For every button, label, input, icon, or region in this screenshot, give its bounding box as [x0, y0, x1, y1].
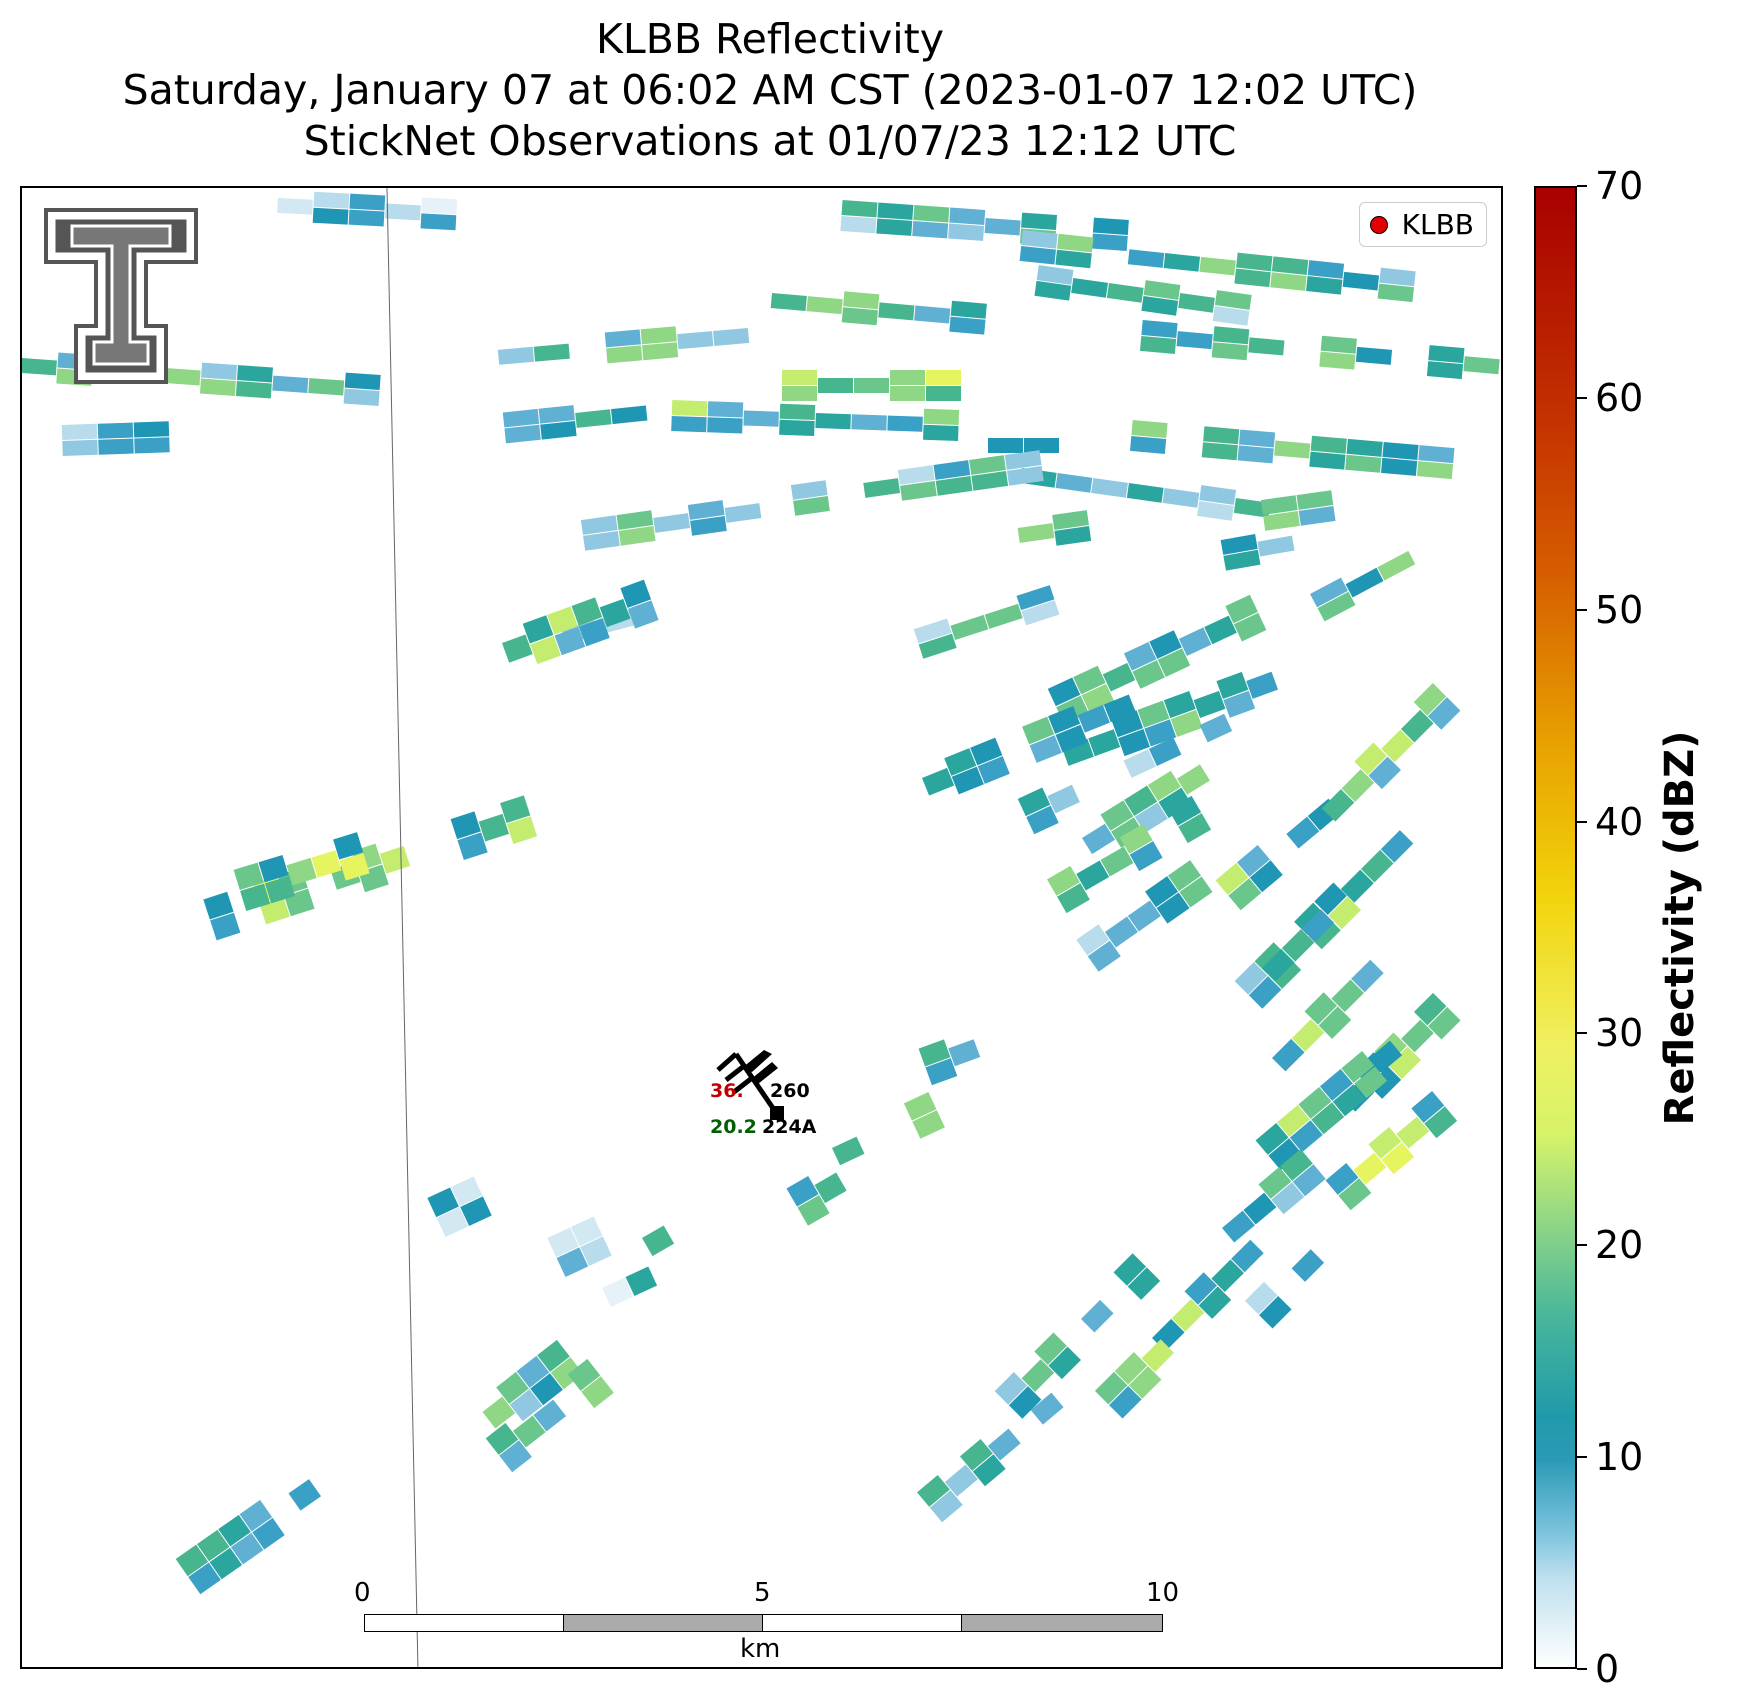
- scale-unit: km: [740, 1634, 781, 1664]
- texas-tech-double-t-logo: [44, 208, 198, 384]
- radar-map[interactable]: KLBB 36. 260 20.2 224A 0 5 10 km: [20, 186, 1503, 1669]
- scale-label-5: 5: [754, 1578, 771, 1608]
- title-line-2: Saturday, January 07 at 06:02 AM CST (20…: [122, 66, 1418, 114]
- colorbar-tick: [1577, 1244, 1587, 1247]
- colorbar-tick: [1577, 1032, 1587, 1035]
- colorbar-tick-label: 30: [1595, 1011, 1644, 1056]
- legend-label: KLBB: [1401, 208, 1474, 241]
- colorbar-tick-label: 50: [1595, 587, 1644, 632]
- scale-label-10: 10: [1146, 1578, 1180, 1608]
- colorbar-tick: [1577, 1668, 1587, 1670]
- station-pressure: 260: [770, 1080, 810, 1102]
- colorbar-tick-label: 20: [1595, 1223, 1644, 1268]
- colorbar-tick: [1577, 1456, 1587, 1459]
- map-legend: KLBB: [1358, 202, 1487, 247]
- title-line-1: KLBB Reflectivity: [596, 15, 944, 63]
- colorbar-tick: [1577, 396, 1587, 399]
- station-id: 224A: [762, 1116, 817, 1138]
- station-temperature: 36.: [710, 1080, 744, 1102]
- station-dewpoint: 20.2: [710, 1116, 757, 1138]
- colorbar-tick-label: 70: [1595, 164, 1644, 208]
- klbb-marker-icon: [1369, 215, 1388, 234]
- scale-bar: [364, 1614, 1164, 1650]
- colorbar-tick: [1577, 185, 1587, 187]
- wind-barb-icon: [716, 1050, 784, 1120]
- colorbar-tick-label: 40: [1595, 799, 1644, 844]
- colorbar-tick-label: 0: [1595, 1647, 1620, 1691]
- title-line-3: StickNet Observations at 01/07/23 12:12 …: [303, 117, 1237, 165]
- colorbar-tick: [1577, 608, 1587, 611]
- county-boundary: [386, 188, 419, 1667]
- colorbar-title: Reflectivity (dBZ): [1657, 730, 1703, 1126]
- reflectivity-field: [22, 191, 1500, 1595]
- colorbar-tick-label: 10: [1595, 1435, 1644, 1480]
- colorbar-tick: [1577, 820, 1587, 823]
- reflectivity-colorbar: [1534, 186, 1577, 1669]
- scale-label-0: 0: [354, 1578, 371, 1608]
- colorbar-tick-label: 60: [1595, 375, 1644, 420]
